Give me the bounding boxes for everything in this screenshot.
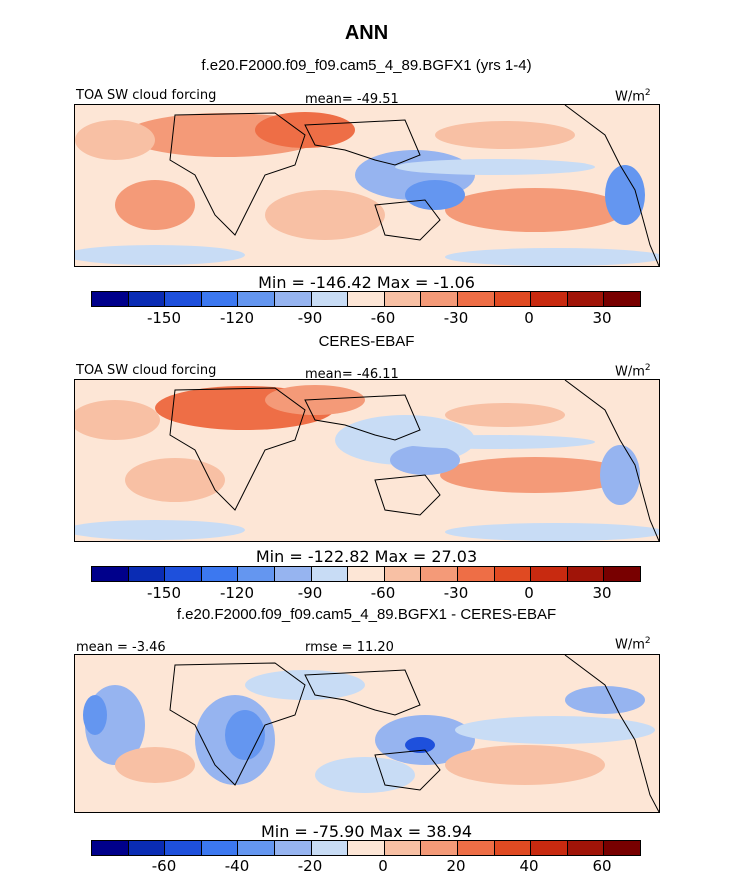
colorbar-swatch xyxy=(92,841,129,855)
colorbar-swatch xyxy=(457,841,495,855)
panel3-map xyxy=(74,654,660,813)
colorbar-swatch xyxy=(201,841,239,855)
panel1-map xyxy=(74,104,660,267)
colorbar-swatch xyxy=(238,567,275,581)
colorbar-tick: -60 xyxy=(370,584,396,602)
colorbar-tick: -40 xyxy=(224,857,250,875)
panel2-minmax: Min = -122.82 Max = 27.03 xyxy=(255,547,478,566)
colorbar-swatch xyxy=(531,567,568,581)
panel3-title: f.e20.F2000.f09_f09.cam5_4_89.BGFX1 - CE… xyxy=(176,606,557,623)
panel1-colorbar xyxy=(91,291,641,307)
colorbar-swatch xyxy=(128,292,166,306)
panel3-rmse-label: rmse = 11.20 xyxy=(305,640,394,655)
panel1-colorbar-ticks: -150 -120 -90 -60 -30 0 30 xyxy=(91,309,639,327)
colorbar-tick: -60 xyxy=(151,857,177,875)
colorbar-swatch xyxy=(274,841,312,855)
colorbar-swatch xyxy=(165,841,202,855)
colorbar-swatch xyxy=(494,841,532,855)
colorbar-tick: -20 xyxy=(297,857,323,875)
panel1-variable-label: TOA SW cloud forcing xyxy=(76,88,217,103)
panel2-colorbar xyxy=(91,566,641,582)
colorbar-swatch xyxy=(604,292,640,306)
colorbar-swatch xyxy=(457,292,495,306)
colorbar-tick: -90 xyxy=(297,584,323,602)
colorbar-swatch xyxy=(165,567,202,581)
colorbar-swatch xyxy=(604,841,640,855)
colorbar-tick: 30 xyxy=(592,309,612,327)
panel1-map-field xyxy=(75,105,659,266)
colorbar-swatch xyxy=(201,292,239,306)
colorbar-tick: -30 xyxy=(443,309,469,327)
colorbar-tick: -150 xyxy=(146,309,182,327)
colorbar-swatch xyxy=(494,292,532,306)
panel1-units: W/m2 xyxy=(615,88,651,105)
colorbar-swatch xyxy=(604,567,640,581)
colorbar-swatch xyxy=(421,567,458,581)
colorbar-tick: -90 xyxy=(297,309,323,327)
panel3-units: W/m2 xyxy=(615,636,651,653)
panel2-units: W/m2 xyxy=(615,363,651,380)
panel3-colorbar-ticks: -60 -40 -20 0 20 40 60 xyxy=(91,857,639,875)
colorbar-tick: -120 xyxy=(219,309,255,327)
colorbar-swatch xyxy=(238,292,275,306)
panel3-mean-label: mean = -3.46 xyxy=(76,640,166,655)
colorbar-tick: 60 xyxy=(592,857,612,875)
colorbar-swatch xyxy=(165,292,202,306)
colorbar-swatch xyxy=(531,292,568,306)
colorbar-tick: 30 xyxy=(592,584,612,602)
colorbar-swatch xyxy=(567,841,605,855)
colorbar-swatch xyxy=(494,567,532,581)
panel2-colorbar-ticks: -150 -120 -90 -60 -30 0 30 xyxy=(91,584,639,602)
panel1-minmax: Min = -146.42 Max = -1.06 xyxy=(258,273,475,292)
colorbar-tick: 0 xyxy=(378,857,388,875)
colorbar-swatch xyxy=(348,567,385,581)
colorbar-tick: -60 xyxy=(370,309,396,327)
colorbar-swatch xyxy=(421,841,458,855)
colorbar-swatch xyxy=(128,841,166,855)
colorbar-tick: -120 xyxy=(219,584,255,602)
colorbar-swatch xyxy=(311,841,349,855)
colorbar-swatch xyxy=(567,292,605,306)
panel2-variable-label: TOA SW cloud forcing xyxy=(76,363,217,378)
panel1-mean-label: mean= -49.51 xyxy=(305,92,399,107)
colorbar-swatch xyxy=(384,841,422,855)
colorbar-swatch xyxy=(348,841,385,855)
colorbar-swatch xyxy=(274,292,312,306)
colorbar-swatch xyxy=(567,567,605,581)
colorbar-tick: 20 xyxy=(446,857,466,875)
colorbar-swatch xyxy=(384,567,422,581)
colorbar-swatch xyxy=(421,292,458,306)
colorbar-swatch xyxy=(311,292,349,306)
colorbar-swatch xyxy=(274,567,312,581)
colorbar-tick: -30 xyxy=(443,584,469,602)
panel3-colorbar xyxy=(91,840,641,856)
panel3-map-field xyxy=(75,655,659,812)
colorbar-swatch xyxy=(531,841,568,855)
panel2-mean-label: mean= -46.11 xyxy=(305,367,399,382)
colorbar-swatch xyxy=(92,292,129,306)
panel1-title: f.e20.F2000.f09_f09.cam5_4_89.BGFX1 (yrs… xyxy=(201,57,532,74)
panel3-minmax: Min = -75.90 Max = 38.94 xyxy=(260,822,473,841)
season-title: ANN xyxy=(344,22,389,44)
panel2-title: CERES-EBAF xyxy=(318,333,415,350)
colorbar-swatch xyxy=(311,567,349,581)
colorbar-tick: 0 xyxy=(524,309,534,327)
colorbar-swatch xyxy=(348,292,385,306)
colorbar-swatch xyxy=(201,567,239,581)
colorbar-swatch xyxy=(238,841,275,855)
colorbar-tick: 0 xyxy=(524,584,534,602)
panel2-map xyxy=(74,379,660,542)
colorbar-swatch xyxy=(384,292,422,306)
colorbar-swatch xyxy=(92,567,129,581)
colorbar-tick: 40 xyxy=(519,857,539,875)
colorbar-tick: -150 xyxy=(146,584,182,602)
colorbar-swatch xyxy=(457,567,495,581)
panel2-map-field xyxy=(75,380,659,541)
colorbar-swatch xyxy=(128,567,166,581)
